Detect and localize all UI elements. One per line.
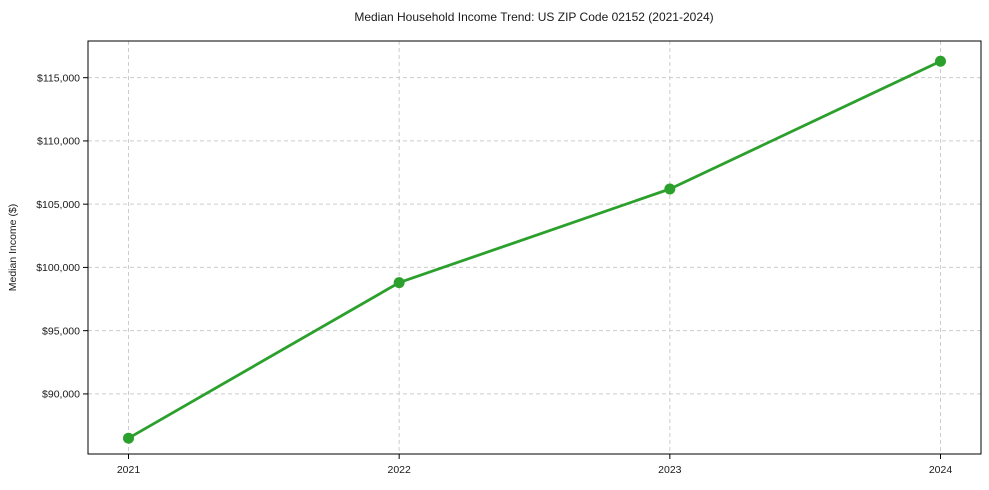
x-tick-label: 2022 [387,464,411,476]
data-point [123,432,134,444]
y-tick-label: $90,000 [42,389,80,401]
data-point [935,55,946,67]
axes-layer: $90,000 $95,000 $100,000 $105,000 $110,000 $1… [36,72,952,476]
y-tick-label: $105,000 [36,199,80,211]
grid-layer [88,41,981,454]
plot-border [87,40,982,455]
chart-title: Median Household Income Trend: US ZIP Co… [354,10,713,24]
data-point [393,277,405,289]
y-axis-label: Median Income ($) [7,204,19,292]
data-point [664,183,676,195]
data-line [127,59,942,440]
series-layer [123,55,946,444]
y-tick-label: $110,000 [37,136,80,148]
y-tick-label: $95,000 [42,325,80,337]
x-tick-label: 2024 [929,464,953,476]
x-tick-label: 2021 [117,464,141,476]
y-tick-label: $100,000 [36,262,80,274]
y-tick-label: $115,000 [37,72,80,84]
x-tick-label: 2023 [658,464,682,476]
